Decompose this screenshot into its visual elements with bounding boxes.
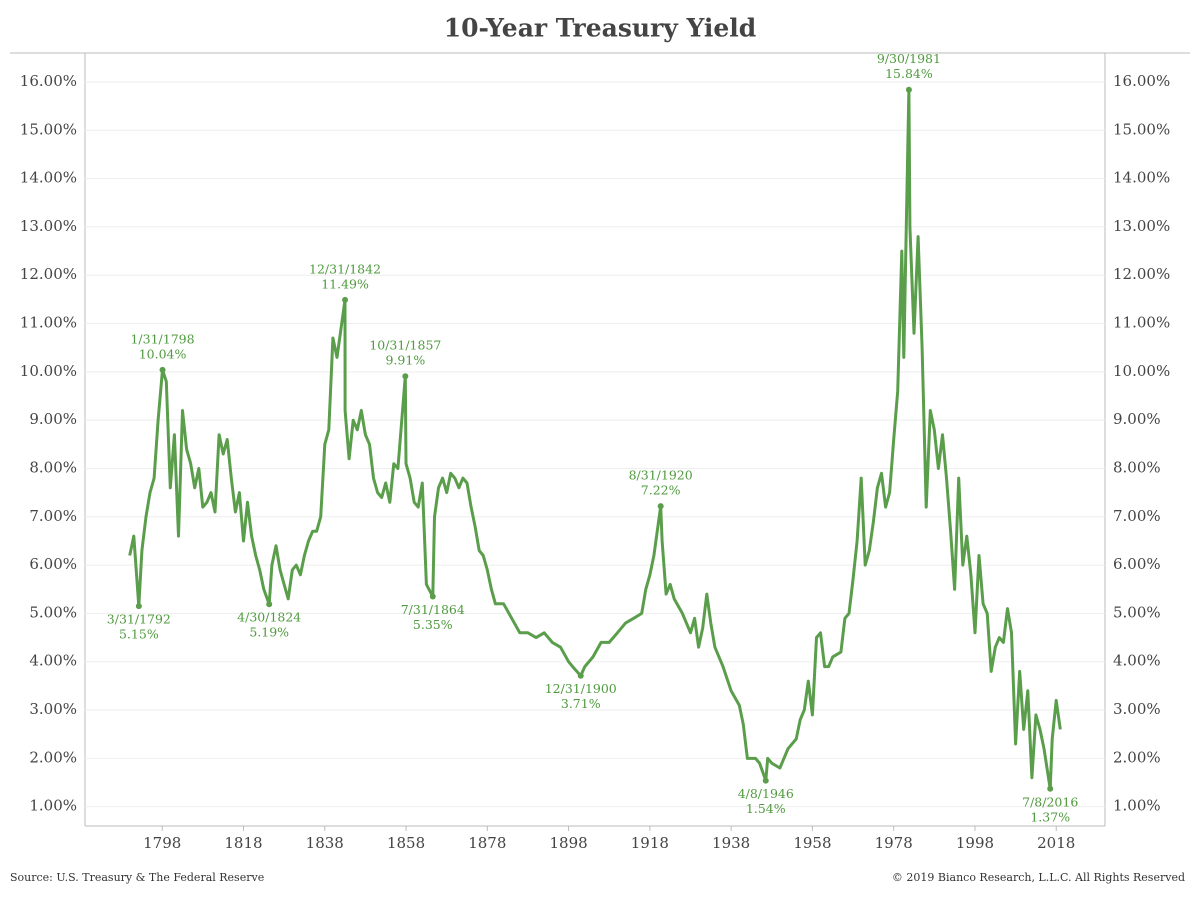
- x-tick-label: 1798: [143, 834, 181, 852]
- y-tick-label: 12.00%: [20, 265, 77, 283]
- y-tick-label: 13.00%: [20, 217, 77, 235]
- annotation-dot: [159, 366, 166, 373]
- annotation-date: 4/30/1824: [237, 610, 301, 625]
- annotation-date: 4/8/1946: [738, 786, 794, 801]
- y-tick-label: 1.00%: [29, 797, 77, 815]
- chart-title: 10-Year Treasury Yield: [444, 14, 757, 43]
- annotation-value: 5.19%: [249, 625, 289, 640]
- x-tick-label: 2018: [1037, 834, 1075, 852]
- annotation-value: 5.15%: [119, 627, 159, 642]
- annotation-date: 10/31/1857: [369, 338, 441, 353]
- annotation-value: 1.37%: [1030, 809, 1070, 824]
- y2-tick-label: 3.00%: [1113, 700, 1161, 718]
- annotation-value: 1.54%: [746, 801, 786, 816]
- annotation-dot: [266, 601, 273, 608]
- y-tick-label: 6.00%: [29, 555, 77, 573]
- y-tick-label: 8.00%: [29, 458, 77, 476]
- x-tick-label: 1978: [875, 834, 913, 852]
- annotation-dot: [577, 672, 584, 679]
- annotation-date: 12/31/1900: [545, 681, 617, 696]
- y-tick-label: 4.00%: [29, 652, 77, 670]
- y2-tick-label: 9.00%: [1113, 410, 1161, 428]
- y-tick-label: 9.00%: [29, 410, 77, 428]
- x-tick-label: 1838: [306, 834, 344, 852]
- y-tick-label: 7.00%: [29, 507, 77, 525]
- y2-tick-label: 10.00%: [1113, 362, 1170, 380]
- x-tick-label: 1898: [549, 834, 587, 852]
- y-tick-label: 11.00%: [20, 314, 77, 332]
- y2-tick-label: 2.00%: [1113, 748, 1161, 766]
- annotation-value: 11.49%: [321, 276, 369, 291]
- annotation-value: 5.35%: [413, 617, 453, 632]
- annotation-date: 8/31/1920: [629, 468, 693, 483]
- y-tick-label: 3.00%: [29, 700, 77, 718]
- x-tick-label: 1918: [631, 834, 669, 852]
- y2-tick-label: 13.00%: [1113, 217, 1170, 235]
- y2-tick-label: 16.00%: [1113, 72, 1170, 90]
- annotation-dot: [657, 503, 664, 510]
- y-tick-label: 2.00%: [29, 748, 77, 766]
- y2-tick-label: 5.00%: [1113, 603, 1161, 621]
- x-tick-label: 1998: [956, 834, 994, 852]
- y-tick-label: 15.00%: [20, 120, 77, 138]
- annotation-dot: [905, 86, 912, 93]
- annotation-value: 7.22%: [641, 483, 681, 498]
- annotation-dot: [135, 603, 142, 610]
- annotation-value: 9.91%: [385, 353, 425, 368]
- y2-tick-label: 8.00%: [1113, 458, 1161, 476]
- annotation-dot: [429, 593, 436, 600]
- y2-tick-label: 6.00%: [1113, 555, 1161, 573]
- annotation-dot: [762, 777, 769, 784]
- y2-tick-label: 12.00%: [1113, 265, 1170, 283]
- source: Source: U.S. Treasury & The Federal Rese…: [10, 871, 264, 884]
- x-tick-label: 1938: [712, 834, 750, 852]
- y2-tick-label: 15.00%: [1113, 120, 1170, 138]
- y2-tick-label: 4.00%: [1113, 652, 1161, 670]
- annotation-dot: [342, 296, 349, 303]
- annotation-date: 1/31/1798: [130, 331, 194, 346]
- annotation-value: 3.71%: [561, 696, 601, 711]
- y2-tick-label: 14.00%: [1113, 169, 1170, 187]
- y2-tick-label: 11.00%: [1113, 314, 1170, 332]
- annotation-value: 10.04%: [139, 346, 187, 361]
- x-tick-label: 1818: [224, 834, 262, 852]
- annotation-date: 7/8/2016: [1022, 794, 1078, 809]
- x-tick-label: 1858: [387, 834, 425, 852]
- annotation-date: 3/31/1792: [107, 612, 171, 627]
- annotation-date: 9/30/1981: [877, 51, 941, 66]
- y-tick-label: 10.00%: [20, 362, 77, 380]
- y-tick-label: 16.00%: [20, 72, 77, 90]
- y-tick-label: 14.00%: [20, 169, 77, 187]
- annotation-dot: [1047, 785, 1054, 792]
- annotation-date: 12/31/1842: [309, 261, 381, 276]
- y2-tick-label: 1.00%: [1113, 797, 1161, 815]
- annotation-date: 7/31/1864: [401, 602, 465, 617]
- annotation-dot: [402, 373, 409, 380]
- x-tick-label: 1958: [793, 834, 831, 852]
- annotation-value: 15.84%: [885, 66, 933, 81]
- y2-tick-label: 7.00%: [1113, 507, 1161, 525]
- x-tick-label: 1878: [468, 834, 506, 852]
- copyright: © 2019 Bianco Research, L.L.C. All Right…: [892, 871, 1185, 884]
- y-tick-label: 5.00%: [29, 603, 77, 621]
